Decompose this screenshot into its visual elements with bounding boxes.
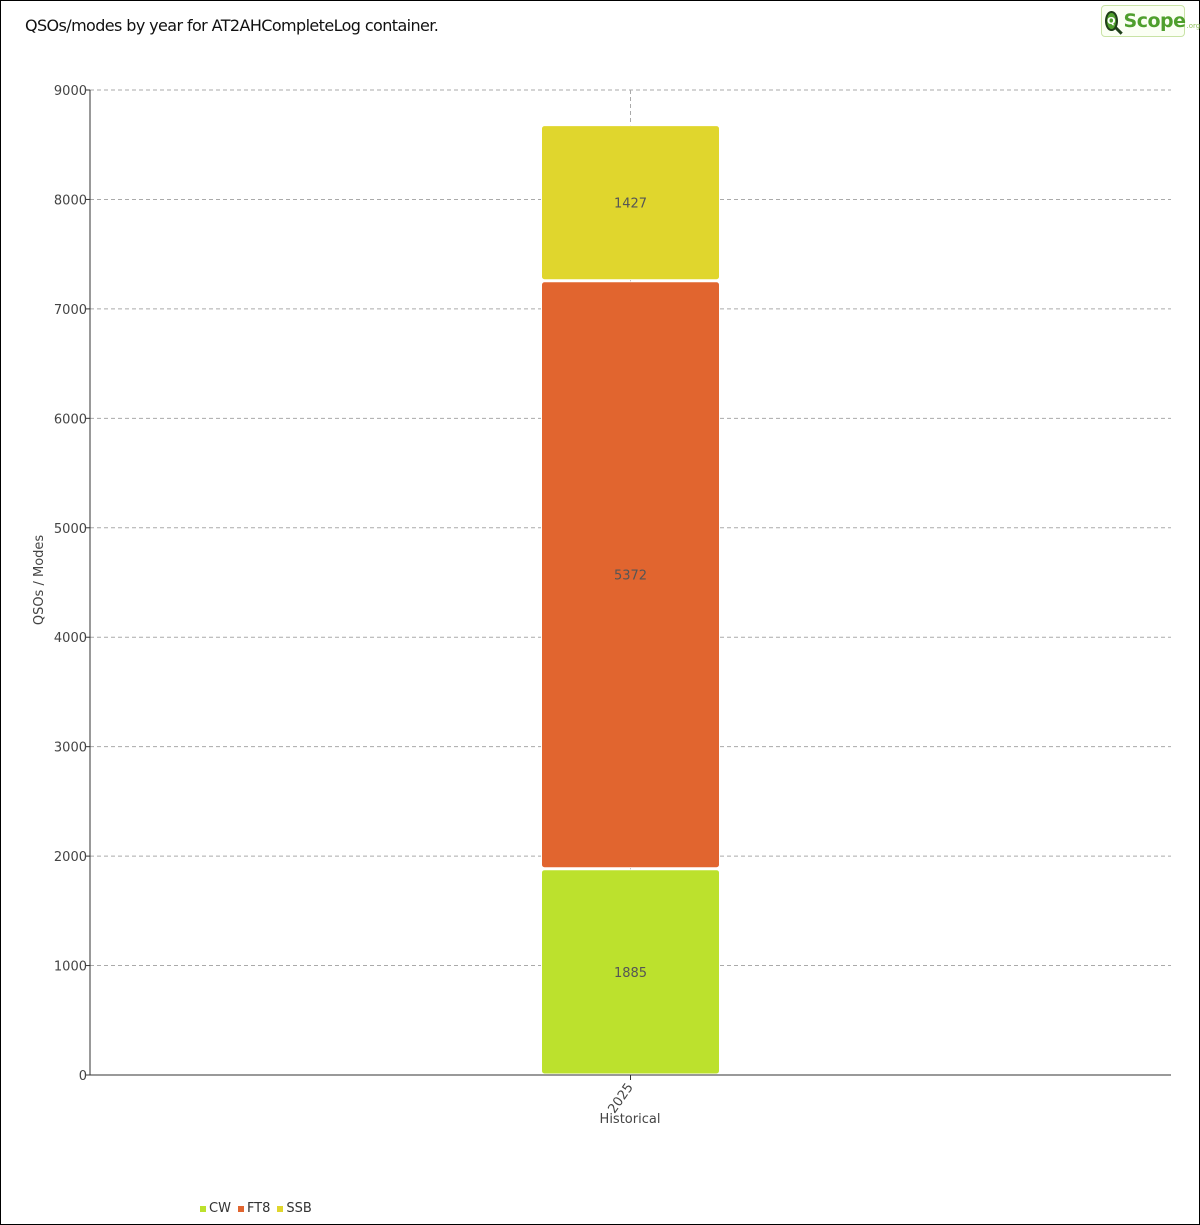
qscope-logo[interactable]: Q Scope .org	[1101, 5, 1200, 37]
legend-label: FT8	[246, 1201, 271, 1216]
y-tick-label: 3000	[54, 741, 87, 756]
bar-segment-cw[interactable]	[541, 869, 720, 1075]
y-tick-label: 7000	[54, 303, 87, 318]
legend-item-cw[interactable]: CW	[200, 1201, 231, 1216]
y-axis: 0 1000 2000 3000 4000 5000 6000 7000 8000 9000	[54, 84, 91, 1084]
x-axis-label: Historical	[600, 1112, 661, 1127]
y-tick-label: 1000	[54, 960, 87, 975]
y-tick-label: 2000	[54, 850, 87, 865]
data-label-ssb: 1427	[614, 197, 647, 212]
legend-swatch	[200, 1205, 206, 1212]
y-tick-label: 9000	[54, 84, 87, 99]
y-tick-label: 8000	[54, 193, 87, 208]
bar-segment-ssb[interactable]	[541, 125, 720, 281]
y-tick-label: 5000	[54, 522, 87, 537]
bars: 1885 5372 1427	[541, 125, 720, 1075]
legend-item-ft8[interactable]: FT8	[237, 1201, 271, 1216]
legend: CW FT8 SSB	[200, 1201, 312, 1216]
legend-item-ssb[interactable]: SSB	[277, 1201, 312, 1216]
legend-swatch	[237, 1205, 244, 1212]
y-tick-label: 6000	[54, 412, 87, 427]
chart-title: QSOs/modes by year for AT2AHCompleteLog …	[25, 16, 439, 35]
legend-swatch	[277, 1205, 284, 1212]
logo-text: Scope	[1123, 10, 1187, 32]
y-tick-label: 0	[79, 1069, 87, 1084]
data-label-cw: 1885	[614, 966, 647, 981]
x-axis: 2025	[90, 1074, 1171, 1116]
legend-label: SSB	[286, 1201, 312, 1216]
y-axis-label: QSOs / Modes	[32, 535, 47, 626]
logo-suffix: .org	[1186, 22, 1200, 30]
data-label-ft8: 5372	[614, 569, 647, 584]
magnifier-icon: Q	[1105, 11, 1118, 31]
y-tick-label: 4000	[54, 631, 87, 646]
bar-segment-ft8[interactable]	[541, 281, 720, 869]
legend-label: CW	[209, 1201, 231, 1216]
